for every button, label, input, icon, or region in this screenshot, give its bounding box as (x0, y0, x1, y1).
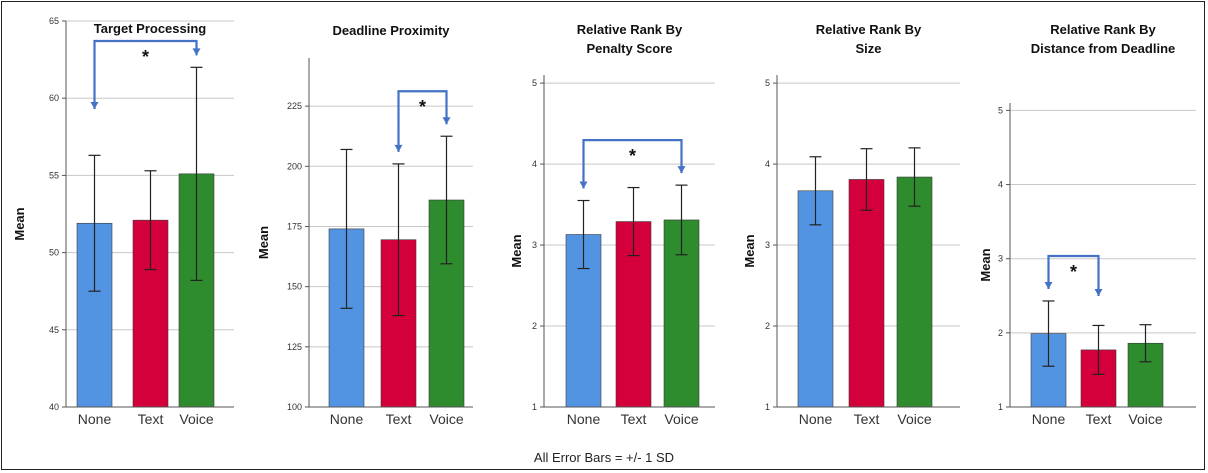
y-tick-label: 1 (532, 402, 537, 412)
y-tick-label: 200 (287, 161, 302, 171)
x-tick-label: Voice (1128, 411, 1162, 427)
arrowhead (677, 166, 686, 174)
x-tick-label: Text (621, 411, 647, 427)
x-tick-label: Voice (897, 411, 931, 427)
error-bar (675, 184, 688, 256)
y-tick-label: 225 (287, 101, 302, 111)
error-bar (144, 170, 157, 271)
error-bar (627, 186, 640, 257)
y-tick-label: 4 (998, 180, 1003, 190)
y-tick-label: 1 (998, 402, 1003, 412)
significance-bracket (579, 139, 686, 189)
y-tick-label: 50 (49, 248, 59, 258)
y-axis-label: Mean (12, 207, 27, 240)
significance-bracket (394, 90, 451, 152)
error-bar (392, 163, 405, 317)
arrowhead (579, 181, 588, 189)
y-tick-label: 60 (49, 93, 59, 103)
chart-title: Relative Rank By (816, 22, 922, 37)
x-tick-label: Text (138, 411, 164, 427)
error-bar (809, 156, 822, 226)
y-tick-label: 45 (49, 325, 59, 335)
error-bar-footnote: All Error Bars = +/- 1 SD (533, 450, 675, 465)
chart-panel-5: 1 2 3 4 5 None Text Voice Relative Rank By Distan… (978, 22, 1196, 427)
chart-title: Target Processing (94, 21, 207, 36)
y-tick-label: 100 (287, 402, 302, 412)
significance-bracket (90, 39, 201, 109)
y-tick-label: 4 (532, 159, 537, 169)
y-tick-label: 2 (998, 328, 1003, 338)
arrowhead (1094, 288, 1103, 296)
chart-panel-4: 1 2 3 4 5 None Text Voice Relative Rank By Size Me… (742, 22, 960, 427)
error-bar (577, 199, 590, 270)
error-bar (860, 148, 873, 211)
error-bar (908, 147, 921, 207)
error-bar (440, 135, 453, 265)
significance-marker: * (1070, 262, 1077, 282)
x-tick-label: Text (854, 411, 880, 427)
y-tick-label: 5 (998, 105, 1003, 115)
error-bar (340, 148, 353, 309)
y-tick-label: 40 (49, 402, 59, 412)
chart-panel-3: 1 2 3 4 5 None Text Voice Relative Rank By Penalt… (509, 22, 715, 427)
x-tick-label: Text (1086, 411, 1112, 427)
x-tick-label: Text (386, 411, 412, 427)
chart-title: Penalty Score (587, 41, 673, 56)
bar-text (848, 179, 885, 408)
x-tick-label: None (78, 411, 112, 427)
chart-panel-1: 40 45 50 55 60 65 None Text Voice Target Processi… (12, 16, 234, 427)
bar-voice (896, 176, 933, 408)
significance-bracket (1044, 254, 1103, 296)
y-tick-label: 55 (49, 170, 59, 180)
y-tick-label: 3 (998, 254, 1003, 264)
y-tick-label: 1 (765, 402, 770, 412)
chart-title: Size (855, 41, 881, 56)
y-tick-label: 2 (532, 321, 537, 331)
significance-marker: * (142, 47, 149, 67)
chart-title: Relative Rank By (1050, 22, 1156, 37)
arrowhead (394, 144, 403, 152)
y-tick-label: 125 (287, 342, 302, 352)
arrowhead (1044, 281, 1053, 289)
x-tick-label: None (330, 411, 364, 427)
error-bar (190, 66, 203, 281)
x-tick-label: Voice (429, 411, 463, 427)
y-tick-label: 2 (765, 321, 770, 331)
arrowhead (192, 48, 201, 56)
y-tick-label: 150 (287, 282, 302, 292)
y-tick-label: 4 (765, 159, 770, 169)
x-tick-label: Voice (664, 411, 698, 427)
error-bar (1139, 324, 1152, 363)
error-bar (1092, 324, 1105, 375)
significance-marker: * (419, 97, 426, 117)
y-tick-label: 65 (49, 16, 59, 26)
chart-title: Relative Rank By (577, 22, 683, 37)
y-tick-label: 175 (287, 221, 302, 231)
chart-title: Distance from Deadline (1031, 41, 1176, 56)
y-axis-label: Mean (256, 226, 271, 259)
x-tick-label: None (567, 411, 601, 427)
y-axis-label: Mean (509, 234, 524, 267)
y-tick-label: 5 (765, 78, 770, 88)
significance-marker: * (629, 146, 636, 166)
error-bar (1042, 300, 1055, 367)
y-tick-label: 3 (765, 240, 770, 250)
chart-panel-2: 100 125 150 175 200 225 None Text Voice Deadline … (256, 23, 473, 427)
y-axis-label: Mean (978, 248, 993, 281)
x-tick-label: Voice (179, 411, 213, 427)
error-bar (88, 154, 101, 292)
x-tick-label: None (1032, 411, 1066, 427)
arrowhead (90, 102, 99, 109)
y-tick-label: 5 (532, 78, 537, 88)
x-tick-label: None (799, 411, 833, 427)
arrowhead (442, 117, 451, 125)
chart-title: Deadline Proximity (332, 23, 450, 38)
y-axis-label: Mean (742, 234, 757, 267)
y-tick-label: 3 (532, 240, 537, 250)
